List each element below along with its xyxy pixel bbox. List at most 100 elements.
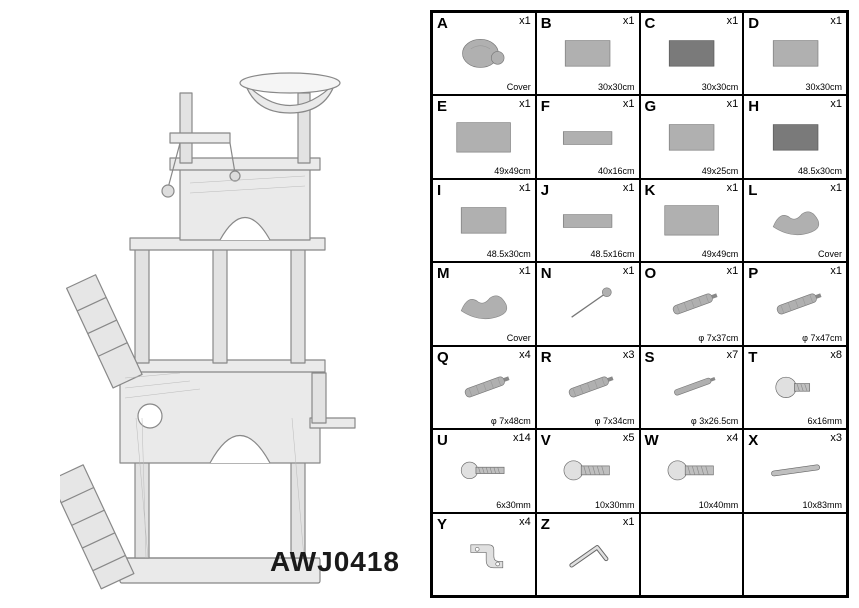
part-letter: X <box>748 432 758 449</box>
part-cell-q: Qx4φ 7x48cm <box>432 346 536 429</box>
part-spec: 30x30cm <box>805 82 842 92</box>
part-spec: Cover <box>818 249 842 259</box>
part-letter: I <box>437 182 441 199</box>
part-thumb-icon <box>656 198 727 243</box>
part-letter: O <box>645 265 657 282</box>
part-spec: Cover <box>507 333 531 343</box>
part-cell-v: Vx5 10x30mm <box>536 429 640 512</box>
part-thumb-icon <box>656 31 727 76</box>
part-qty: x14 <box>513 432 531 444</box>
part-thumb-icon <box>552 31 623 76</box>
part-spec: 30x30cm <box>598 82 635 92</box>
part-letter: S <box>645 349 655 366</box>
part-cell-n: Nx1 <box>536 262 640 345</box>
part-qty: x1 <box>623 98 635 110</box>
part-thumb-icon <box>552 282 623 327</box>
part-cell-l: Lx1 Cover <box>743 179 847 262</box>
part-cell-o: Ox1 φ 7x37cm <box>640 262 744 345</box>
part-cell-m: Mx1 Cover <box>432 262 536 345</box>
part-qty: x4 <box>519 516 531 528</box>
part-qty: x5 <box>623 432 635 444</box>
product-sketch-panel: AWJ0418 <box>10 10 430 598</box>
part-spec: φ 7x34cm <box>595 416 635 426</box>
part-qty: x4 <box>519 349 531 361</box>
part-qty: x1 <box>830 15 842 27</box>
part-thumb-icon <box>760 448 831 493</box>
part-thumb-icon <box>448 448 519 493</box>
part-cell-z: Zx1 <box>536 513 640 596</box>
part-letter: A <box>437 15 448 32</box>
part-cell-u: Ux146x30mm <box>432 429 536 512</box>
part-cell-p: Px1 φ 7x47cm <box>743 262 847 345</box>
part-thumb-icon <box>448 365 519 410</box>
part-letter: Y <box>437 516 447 533</box>
part-thumb-icon <box>552 448 623 493</box>
part-letter: P <box>748 265 758 282</box>
part-cell-c: Cx130x30cm <box>640 12 744 95</box>
part-qty: x1 <box>727 98 739 110</box>
part-cell-a: Ax1Cover <box>432 12 536 95</box>
part-spec: 49x49cm <box>702 249 739 259</box>
part-cell-k: Kx1 49x49cm <box>640 179 744 262</box>
part-spec: φ 7x47cm <box>802 333 842 343</box>
part-letter: W <box>645 432 659 449</box>
part-spec: 30x30cm <box>702 82 739 92</box>
part-qty: x1 <box>623 516 635 528</box>
part-thumb-icon <box>448 532 519 577</box>
part-letter: L <box>748 182 757 199</box>
part-qty: x3 <box>830 432 842 444</box>
part-spec: φ 3x26.5cm <box>691 416 738 426</box>
cat-tree-sketch <box>60 38 380 598</box>
part-qty: x3 <box>623 349 635 361</box>
part-spec: φ 7x37cm <box>698 333 738 343</box>
part-cell-r: Rx3φ 7x34cm <box>536 346 640 429</box>
part-spec: 10x40mm <box>699 500 739 510</box>
part-thumb-icon <box>760 198 831 243</box>
part-thumb-icon <box>552 365 623 410</box>
part-cell-b: Bx1 30x30cm <box>536 12 640 95</box>
part-letter: J <box>541 182 549 199</box>
part-cell-y: Yx4 <box>432 513 536 596</box>
part-spec: 49x49cm <box>494 166 531 176</box>
part-qty: x1 <box>727 265 739 277</box>
part-spec: 48.5x30cm <box>798 166 842 176</box>
part-letter: K <box>645 182 656 199</box>
part-cell-g: Gx149x25cm <box>640 95 744 178</box>
part-qty: x1 <box>830 182 842 194</box>
part-cell-h: Hx1 48.5x30cm <box>743 95 847 178</box>
part-spec: 48.5x30cm <box>487 249 531 259</box>
part-qty: x1 <box>623 15 635 27</box>
part-thumb-icon <box>760 365 831 410</box>
part-thumb-icon <box>656 365 727 410</box>
part-thumb-icon <box>760 282 831 327</box>
part-qty: x1 <box>830 98 842 110</box>
part-letter: Z <box>541 516 550 533</box>
part-cell-x: Xx3 10x83mm <box>743 429 847 512</box>
part-qty: x8 <box>830 349 842 361</box>
part-letter: U <box>437 432 448 449</box>
part-cell-j: Jx148.5x16cm <box>536 179 640 262</box>
part-spec: Cover <box>507 82 531 92</box>
part-cell-t: Tx86x16mm <box>743 346 847 429</box>
part-cell-w: Wx4 10x40mm <box>640 429 744 512</box>
part-letter: E <box>437 98 447 115</box>
part-thumb-icon <box>448 198 519 243</box>
part-qty: x1 <box>623 265 635 277</box>
part-letter: V <box>541 432 551 449</box>
part-qty: x4 <box>727 432 739 444</box>
part-thumb-icon <box>656 115 727 160</box>
part-thumb-icon <box>448 115 519 160</box>
part-spec: 48.5x16cm <box>590 249 634 259</box>
model-code: AWJ0418 <box>270 546 400 578</box>
part-qty: x1 <box>830 265 842 277</box>
part-spec: 10x83mm <box>802 500 842 510</box>
part-letter: H <box>748 98 759 115</box>
parts-grid: Ax1CoverBx130x30cmCx130x30cmDx130x30cmEx… <box>430 10 849 598</box>
part-qty: x1 <box>727 15 739 27</box>
part-spec: 40x16cm <box>598 166 635 176</box>
part-letter: B <box>541 15 552 32</box>
part-letter: M <box>437 265 450 282</box>
part-qty: x1 <box>519 265 531 277</box>
part-spec: 10x30mm <box>595 500 635 510</box>
part-qty: x1 <box>727 182 739 194</box>
